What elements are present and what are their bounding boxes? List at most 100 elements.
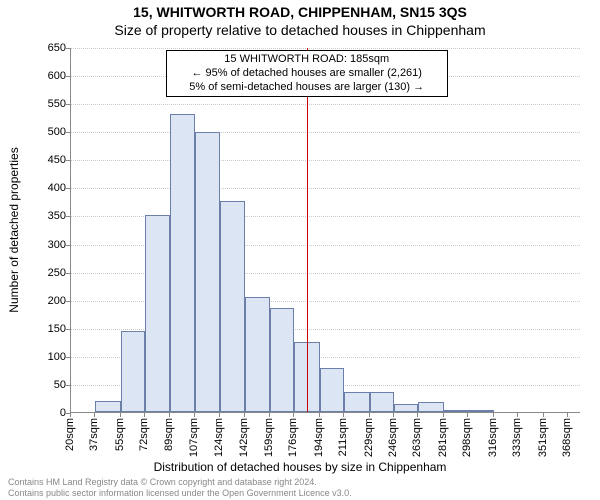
x-tick-mark bbox=[120, 413, 121, 417]
y-tick-label: 400 bbox=[36, 182, 66, 194]
y-tick-mark bbox=[66, 329, 70, 330]
x-tick-label: 298sqm bbox=[461, 418, 473, 457]
x-tick-mark bbox=[70, 413, 71, 417]
reference-line bbox=[307, 48, 308, 412]
histogram-bar bbox=[320, 368, 344, 412]
footer-attribution: Contains HM Land Registry data © Crown c… bbox=[8, 477, 352, 498]
x-tick-label: 20sqm bbox=[64, 418, 76, 451]
x-tick-label: 263sqm bbox=[411, 418, 423, 457]
y-tick-mark bbox=[66, 273, 70, 274]
annotation-line2: ← 95% of detached houses are smaller (2,… bbox=[191, 67, 422, 79]
y-tick-mark bbox=[66, 216, 70, 217]
annotation-line3: 5% of semi-detached houses are larger (1… bbox=[189, 81, 424, 93]
x-tick-mark bbox=[467, 413, 468, 417]
y-tick-label: 150 bbox=[36, 323, 66, 335]
x-tick-label: 159sqm bbox=[263, 418, 275, 457]
x-tick-mark bbox=[343, 413, 344, 417]
x-tick-label: 72sqm bbox=[138, 418, 150, 451]
x-tick-label: 176sqm bbox=[287, 418, 299, 457]
y-tick-mark bbox=[66, 301, 70, 302]
histogram-bar bbox=[195, 132, 219, 412]
x-tick-mark bbox=[94, 413, 95, 417]
plot-area bbox=[70, 48, 580, 413]
x-tick-mark bbox=[393, 413, 394, 417]
gridline bbox=[71, 160, 580, 161]
y-tick-label: 650 bbox=[36, 42, 66, 54]
x-axis-label: Distribution of detached houses by size … bbox=[0, 460, 600, 474]
chart-title-sub: Size of property relative to detached ho… bbox=[0, 22, 600, 38]
x-tick-mark bbox=[567, 413, 568, 417]
x-tick-label: 281sqm bbox=[437, 418, 449, 457]
x-tick-mark bbox=[517, 413, 518, 417]
y-tick-mark bbox=[66, 245, 70, 246]
y-tick-mark bbox=[66, 357, 70, 358]
y-tick-mark bbox=[66, 76, 70, 77]
x-tick-mark bbox=[443, 413, 444, 417]
x-tick-mark bbox=[319, 413, 320, 417]
x-tick-mark bbox=[369, 413, 370, 417]
histogram-bar bbox=[370, 392, 394, 412]
x-tick-mark bbox=[293, 413, 294, 417]
y-tick-mark bbox=[66, 104, 70, 105]
y-tick-label: 600 bbox=[36, 70, 66, 82]
x-tick-mark bbox=[269, 413, 270, 417]
histogram-bar bbox=[444, 410, 468, 412]
histogram-bar bbox=[344, 392, 370, 412]
x-tick-mark bbox=[169, 413, 170, 417]
annotation-line1: 15 WHITWORTH ROAD: 185sqm bbox=[224, 53, 389, 65]
x-tick-label: 55sqm bbox=[114, 418, 126, 451]
y-tick-label: 250 bbox=[36, 267, 66, 279]
histogram-bar bbox=[170, 114, 196, 412]
gridline bbox=[71, 104, 580, 105]
x-tick-label: 37sqm bbox=[88, 418, 100, 451]
y-tick-mark bbox=[66, 132, 70, 133]
x-tick-label: 124sqm bbox=[213, 418, 225, 457]
y-tick-label: 0 bbox=[36, 407, 66, 419]
y-tick-mark bbox=[66, 48, 70, 49]
y-tick-mark bbox=[66, 160, 70, 161]
gridline bbox=[71, 188, 580, 189]
gridline bbox=[71, 132, 580, 133]
y-axis-label: Number of detached properties bbox=[7, 65, 21, 230]
gridline bbox=[71, 48, 580, 49]
x-tick-mark bbox=[194, 413, 195, 417]
x-tick-label: 351sqm bbox=[537, 418, 549, 457]
x-tick-label: 229sqm bbox=[363, 418, 375, 457]
histogram-bar bbox=[145, 215, 169, 412]
x-tick-label: 368sqm bbox=[561, 418, 573, 457]
x-tick-label: 333sqm bbox=[511, 418, 523, 457]
y-tick-label: 200 bbox=[36, 295, 66, 307]
y-tick-mark bbox=[66, 188, 70, 189]
x-tick-label: 107sqm bbox=[188, 418, 200, 457]
x-tick-mark bbox=[543, 413, 544, 417]
y-tick-label: 550 bbox=[36, 98, 66, 110]
y-tick-label: 450 bbox=[36, 154, 66, 166]
chart-title-main: 15, WHITWORTH ROAD, CHIPPENHAM, SN15 3QS bbox=[0, 4, 600, 20]
histogram-bar bbox=[468, 410, 494, 412]
x-tick-mark bbox=[244, 413, 245, 417]
x-tick-label: 246sqm bbox=[387, 418, 399, 457]
y-tick-label: 500 bbox=[36, 126, 66, 138]
footer-line1: Contains HM Land Registry data © Crown c… bbox=[8, 477, 317, 487]
histogram-bar bbox=[394, 404, 418, 412]
histogram-bar bbox=[95, 401, 121, 412]
histogram-bar bbox=[270, 308, 294, 412]
annotation-box: 15 WHITWORTH ROAD: 185sqm ← 95% of detach… bbox=[166, 50, 448, 97]
histogram-bar bbox=[220, 201, 246, 412]
y-tick-label: 50 bbox=[36, 379, 66, 391]
y-tick-label: 350 bbox=[36, 210, 66, 222]
footer-line2: Contains public sector information licen… bbox=[8, 488, 352, 498]
x-tick-label: 194sqm bbox=[313, 418, 325, 457]
x-tick-label: 316sqm bbox=[487, 418, 499, 457]
x-tick-label: 211sqm bbox=[337, 418, 349, 456]
chart-container: 15, WHITWORTH ROAD, CHIPPENHAM, SN15 3QS… bbox=[0, 0, 600, 500]
x-tick-mark bbox=[219, 413, 220, 417]
y-tick-mark bbox=[66, 385, 70, 386]
x-tick-mark bbox=[493, 413, 494, 417]
x-tick-mark bbox=[144, 413, 145, 417]
histogram-bar bbox=[121, 331, 145, 412]
x-tick-label: 89sqm bbox=[163, 418, 175, 451]
histogram-bar bbox=[418, 402, 444, 412]
x-tick-label: 142sqm bbox=[238, 418, 250, 457]
y-tick-label: 300 bbox=[36, 239, 66, 251]
